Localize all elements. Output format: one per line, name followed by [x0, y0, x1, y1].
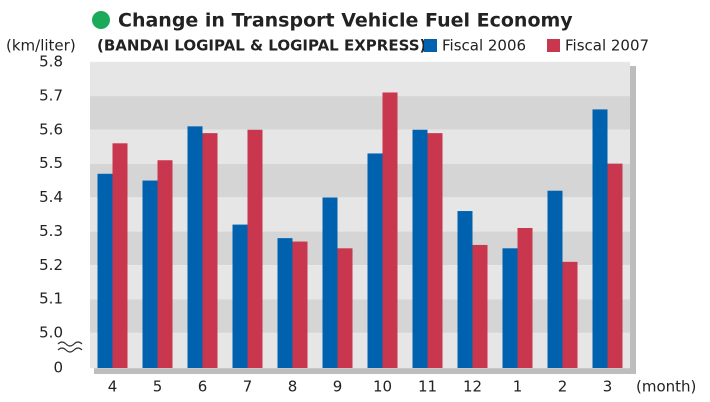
bar [517, 227, 533, 368]
y-tick-label: 0 [53, 359, 63, 377]
grid-band [90, 163, 630, 198]
y-tick-label: 5.4 [39, 188, 63, 206]
bar [112, 143, 128, 368]
y-tick-label: 5.8 [39, 53, 63, 71]
x-tick-label: 4 [108, 378, 118, 396]
x-tick-label: 9 [333, 378, 343, 396]
y-tick-label: 5.0 [39, 324, 63, 342]
y-tick-label: 5.3 [39, 222, 63, 240]
legend-swatch [424, 39, 437, 52]
bar [562, 261, 578, 368]
bar [157, 160, 173, 368]
bar [547, 190, 563, 368]
bar [502, 248, 518, 368]
axis-break [57, 341, 83, 353]
x-tick-label: 2 [558, 378, 568, 396]
bar [382, 92, 398, 369]
y-tick-label: 5.1 [39, 290, 63, 308]
legend-label: Fiscal 2006 [442, 37, 526, 55]
x-tick-label: 5 [153, 378, 163, 396]
y-tick-label: 5.6 [39, 120, 63, 138]
bar [187, 126, 203, 368]
bar [232, 224, 248, 368]
bar [367, 153, 383, 368]
x-tick-label: 8 [288, 378, 298, 396]
x-tick-label: 1 [513, 378, 523, 396]
bar [202, 133, 218, 368]
plot-area [90, 61, 630, 369]
y-tick-label: 5.2 [39, 256, 63, 274]
bar [457, 211, 473, 368]
x-tick-label: 11 [418, 378, 437, 396]
bar [472, 244, 488, 368]
bar [412, 129, 428, 368]
grid-band [90, 299, 630, 333]
y-tick-label: 5.5 [39, 154, 63, 172]
title-marker [92, 11, 110, 29]
chart-subtitle: (BANDAI LOGIPAL & LOGIPAL EXPRESS) [97, 37, 426, 55]
legend-swatch [547, 39, 560, 52]
x-tick-label: 7 [243, 378, 253, 396]
bar [322, 197, 338, 368]
bar [607, 163, 623, 368]
bar [427, 133, 443, 368]
chart-title: Change in Transport Vehicle Fuel Economy [118, 10, 573, 32]
bar [142, 180, 158, 368]
grid-band [90, 231, 630, 266]
x-axis-label: (month) [636, 378, 696, 396]
bar [337, 248, 353, 368]
bar [277, 238, 293, 368]
x-tick-label: 12 [463, 378, 482, 396]
bar [247, 129, 263, 368]
y-axis-label: (km/liter) [6, 37, 76, 55]
grid-band [90, 95, 630, 130]
bar [292, 241, 308, 368]
x-tick-label: 3 [603, 378, 613, 396]
y-tick-label: 5.7 [39, 86, 63, 104]
bar [592, 109, 608, 369]
bar [97, 173, 113, 368]
x-tick-label: 10 [373, 378, 392, 396]
x-tick-label: 6 [198, 378, 208, 396]
legend-label: Fiscal 2007 [565, 37, 649, 55]
